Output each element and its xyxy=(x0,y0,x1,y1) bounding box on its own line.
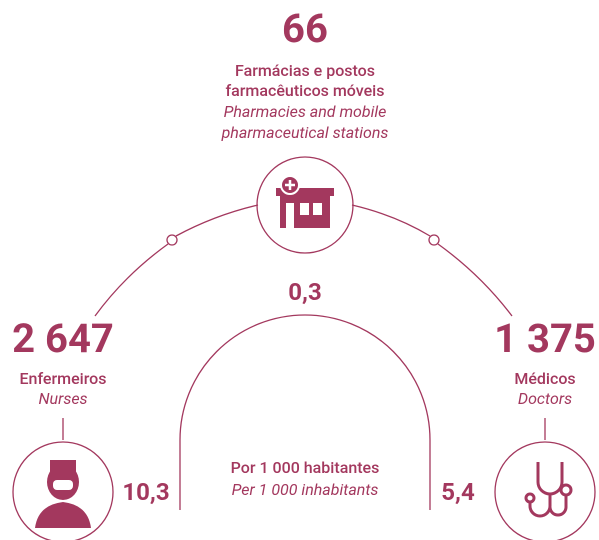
nurses-value: 2 647 xyxy=(12,315,114,362)
doctors-label-pt: Médicos xyxy=(514,369,575,388)
nurses-label-en: Nurses xyxy=(38,389,87,408)
ratio-label-pt: Por 1 000 habitantes xyxy=(231,458,380,477)
arc xyxy=(94,243,169,317)
inner-arch xyxy=(179,314,431,510)
pharmacies-label-pt: Farmácias e postos xyxy=(235,61,375,80)
pharmacies-label-pt: farmacêuticos móveis xyxy=(226,81,385,100)
pharmacies-value: 66 xyxy=(282,5,328,52)
pharmacies-label-en: Pharmacies and mobile xyxy=(224,102,387,121)
node xyxy=(428,234,440,246)
doctors-value: 1 375 xyxy=(494,315,596,362)
node xyxy=(166,234,178,246)
arc xyxy=(437,243,513,317)
nurses-label-pt: Enfermeiros xyxy=(20,369,107,388)
pharmacies-ratio: 0,3 xyxy=(288,278,321,306)
stethoscope-icon xyxy=(524,462,573,518)
pharmacy-icon xyxy=(276,175,334,228)
nurses-ratio: 10,3 xyxy=(122,478,169,506)
pharmacy-circle xyxy=(256,156,354,254)
arc xyxy=(175,204,259,237)
nurse-icon xyxy=(35,460,91,528)
doctor-circle xyxy=(494,441,596,540)
doctors-label-en: Doctors xyxy=(518,389,572,408)
pharmacies-label-en: pharmaceutical stations xyxy=(221,123,389,142)
ratio-label-en: Per 1 000 inhabitants xyxy=(232,480,379,499)
arc xyxy=(351,204,431,237)
doctors-ratio: 5,4 xyxy=(441,478,475,506)
nurse-circle xyxy=(12,441,114,540)
